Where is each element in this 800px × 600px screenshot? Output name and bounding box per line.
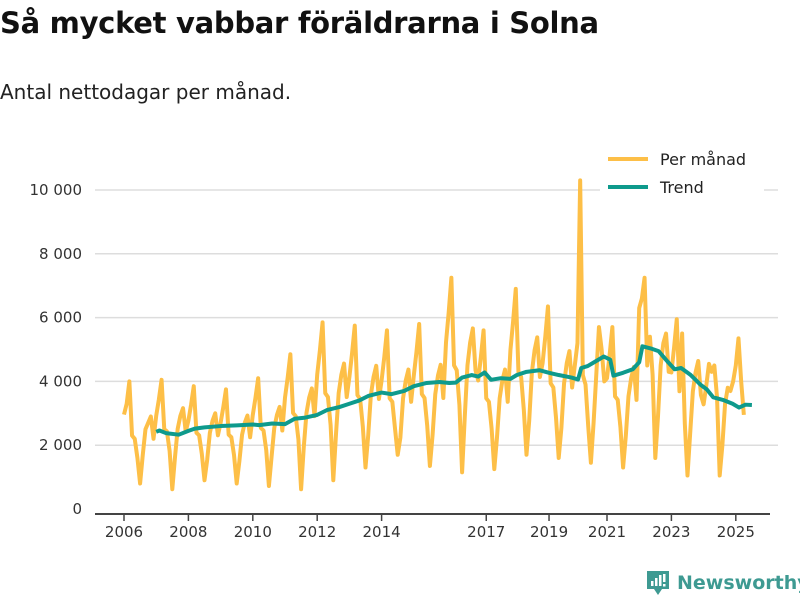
x-tick-label: 2006 (105, 523, 143, 541)
y-tick-label: 6 000 (39, 309, 82, 327)
x-tick-label: 2010 (234, 523, 272, 541)
legend-background (600, 176, 764, 198)
x-tick-label: 2025 (717, 523, 755, 541)
x-tick-label: 2008 (169, 523, 207, 541)
x-tick-label: 2023 (652, 523, 690, 541)
newsworthy-logo-icon (647, 571, 669, 595)
series-line-trend (155, 344, 752, 437)
brand-logo: Newsworthy (645, 569, 800, 597)
legend-label-monthly: Per månad (660, 150, 746, 169)
x-axis-ticks: 2006 2008 2010 2012 2014 2017 2019 2021 2023 2025 (105, 514, 755, 541)
y-axis-ticks: 0 2 000 4 000 6 000 8 000 10 000 (30, 181, 83, 518)
gridlines (95, 189, 778, 446)
legend-label-trend: Trend (659, 178, 704, 197)
x-tick-label: 2014 (363, 523, 401, 541)
chart-subtitle: Antal nettodagar per månad. (0, 80, 292, 104)
x-tick-label: 2017 (467, 523, 505, 541)
series-line-per-manad (122, 178, 746, 492)
brand-name: Newsworthy (677, 572, 800, 594)
x-tick-label: 2012 (298, 523, 336, 541)
series-lines (122, 178, 752, 492)
y-tick-label: 2 000 (39, 436, 82, 454)
chart-title: Så mycket vabbar föräldrarna i Solna (0, 6, 599, 40)
y-tick-label: 0 (72, 500, 82, 518)
y-tick-label: 4 000 (39, 372, 82, 390)
x-tick-label: 2019 (530, 523, 568, 541)
y-tick-label: 10 000 (30, 181, 83, 199)
legend: Per månad Trend (600, 150, 764, 198)
y-tick-label: 8 000 (39, 245, 82, 263)
x-tick-label: 2021 (588, 523, 626, 541)
